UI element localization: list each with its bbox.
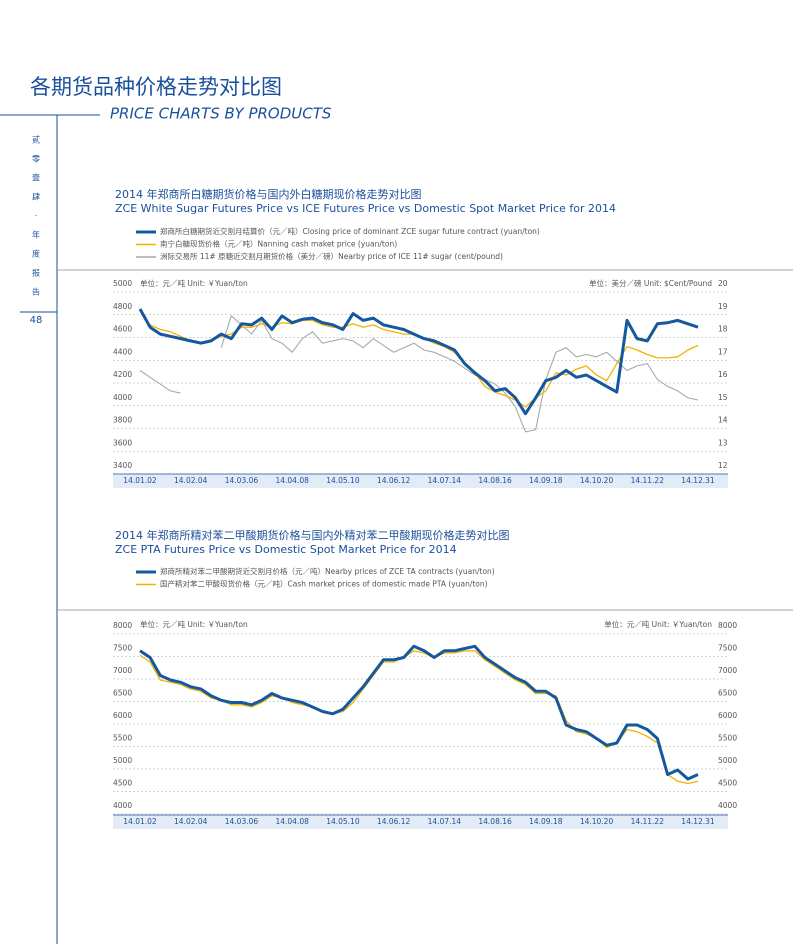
page-title: 各期货品种价格走势对比图 <box>30 75 282 99</box>
y2-tick-label: 12 <box>718 461 728 470</box>
y2-tick-label: 14 <box>718 416 728 425</box>
x-tick-label: 14.01.02 <box>123 817 157 826</box>
y2-tick-label: 6500 <box>718 689 737 698</box>
side-char: 贰 <box>32 135 40 145</box>
x-tick-label: 14.08.16 <box>478 817 512 826</box>
x-tick-label: 14.06.12 <box>377 476 411 485</box>
y-tick-label: 3600 <box>113 438 132 447</box>
y-tick-label: 6000 <box>113 711 132 720</box>
x-tick-label: 14.10.20 <box>580 476 614 485</box>
y-tick-label: 3800 <box>113 416 132 425</box>
series-line <box>138 308 699 416</box>
chart-subtitle: ZCE PTA Futures Price vs Domestic Spot M… <box>115 543 457 556</box>
x-tick-label: 14.02.04 <box>174 817 208 826</box>
y-tick-label: 4600 <box>113 325 132 334</box>
chart-title: 2014 年郑商所白糖期货价格与国内外白糖期现价格走势对比图 <box>115 187 422 201</box>
y2-tick-label: 15 <box>718 393 728 402</box>
y-tick-label: 4500 <box>113 779 132 788</box>
x-tick-label: 14.05.10 <box>326 817 360 826</box>
y-tick-label: 8000 <box>113 621 132 630</box>
y2-axis-label: 单位：元／吨 Unit: ￥Yuan/ton <box>604 619 712 629</box>
chart-subtitle: ZCE White Sugar Futures Price vs ICE Fut… <box>115 202 616 215</box>
page-subtitle: PRICE CHARTS BY PRODUCTS <box>110 105 332 123</box>
y-axis-label: 单位：元／吨 Unit: ￥Yuan/ton <box>140 619 248 629</box>
x-tick-label: 14.11.22 <box>631 817 665 826</box>
x-tick-label: 14.03.06 <box>225 817 259 826</box>
x-tick-label: 14.06.12 <box>377 817 411 826</box>
y2-tick-label: 6000 <box>718 711 737 720</box>
x-tick-label: 14.09.18 <box>529 817 563 826</box>
side-char: 年 <box>32 230 40 240</box>
x-axis-band <box>113 474 728 488</box>
legend-label: 洲际交易所 11# 原糖近交割月期货价格（美分／磅）Nearby price o… <box>160 251 503 261</box>
series-line <box>139 650 699 785</box>
series-line <box>149 319 699 408</box>
x-tick-label: 14.04.08 <box>275 476 309 485</box>
y2-tick-label: 19 <box>718 302 728 311</box>
y-tick-label: 7500 <box>113 644 132 653</box>
y2-tick-label: 5000 <box>718 756 737 765</box>
y2-tick-label: 16 <box>718 370 728 379</box>
x-tick-label: 14.05.10 <box>326 476 360 485</box>
x-tick-label: 14.02.04 <box>174 476 208 485</box>
x-tick-label: 14.03.06 <box>225 476 259 485</box>
y2-tick-label: 4500 <box>718 779 737 788</box>
y2-tick-label: 18 <box>718 325 728 334</box>
legend-label: 南宁白糖现货价格（元／吨）Nanning cash maket price (y… <box>160 239 397 249</box>
y-tick-label: 4400 <box>113 347 132 356</box>
y2-tick-label: 7000 <box>718 666 737 675</box>
y-tick-label: 5000 <box>113 756 132 765</box>
chart-title: 2014 年郑商所精对苯二甲酸期货价格与国内外精对苯二甲酸期现价格走势对比图 <box>115 528 510 542</box>
y2-tick-label: 7500 <box>718 644 737 653</box>
x-tick-label: 14.07.14 <box>428 476 462 485</box>
y-tick-label: 4000 <box>113 393 132 402</box>
y2-tick-label: 8000 <box>718 621 737 630</box>
y2-tick-label: 4000 <box>718 801 737 810</box>
side-char: 报 <box>32 268 40 278</box>
side-char: 零 <box>32 155 40 164</box>
x-tick-label: 14.12.31 <box>681 476 715 485</box>
side-char: 告 <box>32 287 40 297</box>
x-tick-label: 14.11.22 <box>631 476 665 485</box>
legend-label: 郑商所白糖期货近交割月结算价（元／吨）Closing price of domi… <box>160 226 540 236</box>
side-char: 度 <box>32 249 40 259</box>
y-tick-label: 4200 <box>113 370 132 379</box>
y2-tick-label: 20 <box>718 279 728 288</box>
x-tick-label: 14.08.16 <box>478 476 512 485</box>
y-axis-label: 单位：元／吨 Unit: ￥Yuan/ton <box>140 278 248 288</box>
y2-tick-label: 5500 <box>718 734 737 743</box>
x-tick-label: 14.04.08 <box>275 817 309 826</box>
legend-label: 郑商所精对苯二甲酸期货近交割月价格（元／吨）Nearby prices of Z… <box>160 566 495 576</box>
y2-tick-label: 13 <box>718 438 728 447</box>
x-tick-label: 14.01.02 <box>123 476 157 485</box>
side-char: · <box>35 212 38 221</box>
series-line <box>139 315 699 433</box>
x-tick-label: 14.07.14 <box>428 817 462 826</box>
x-tick-label: 14.10.20 <box>580 817 614 826</box>
y-tick-label: 6500 <box>113 689 132 698</box>
series-line <box>139 644 699 781</box>
x-tick-label: 14.09.18 <box>529 476 563 485</box>
legend-label: 国产精对苯二甲酸现货价格（元／吨）Cash market prices of d… <box>160 579 488 589</box>
y2-axis-label: 单位：美分／磅 Unit: $Cent/Pound <box>589 278 712 288</box>
y-tick-label: 7000 <box>113 666 132 675</box>
side-char: 肆 <box>32 192 40 202</box>
y2-tick-label: 17 <box>718 347 728 356</box>
y-tick-label: 4000 <box>113 801 132 810</box>
x-tick-label: 14.12.31 <box>681 817 715 826</box>
y-tick-label: 3400 <box>113 461 132 470</box>
page-number: 48 <box>30 315 43 326</box>
y-tick-label: 5500 <box>113 734 132 743</box>
y-tick-label: 4800 <box>113 302 132 311</box>
side-char: 壹 <box>32 173 40 183</box>
x-axis-band <box>113 815 728 829</box>
y-tick-label: 5000 <box>113 279 132 288</box>
